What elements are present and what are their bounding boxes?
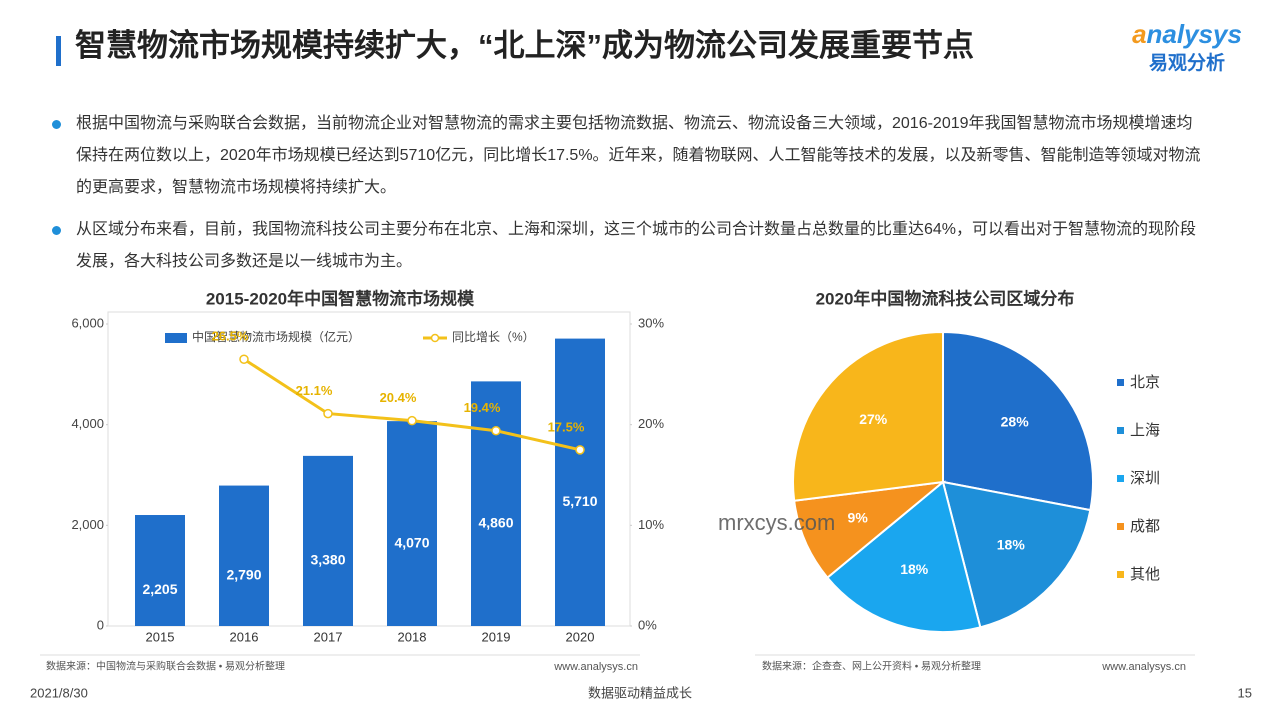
page-number: 15 xyxy=(1238,685,1252,700)
x-tick-label: 2020 xyxy=(566,629,595,644)
y2-tick-label: 0% xyxy=(638,617,657,632)
footer-date: 2021/8/30 xyxy=(30,685,88,700)
data-label: 21.1% xyxy=(296,383,333,398)
legend-label: 中国智慧物流市场规模（亿元） xyxy=(192,329,360,344)
x-tick-label: 2016 xyxy=(230,629,259,644)
x-tick-label: 2015 xyxy=(146,629,175,644)
slide-title: 智慧物流市场规模持续扩大，“北上深”成为物流公司发展重要节点 xyxy=(75,28,974,63)
source-site: www.analysys.cn xyxy=(1101,661,1186,673)
y2-tick-label: 10% xyxy=(638,517,664,532)
source: 数据来源：中国物流与采购联合会数据 • 易观分析整理 xyxy=(46,660,285,673)
x-tick-label: 2019 xyxy=(482,629,511,644)
logo: analysys 易观分析 xyxy=(1122,20,1252,75)
title-accent xyxy=(56,36,61,66)
legend-label: 成都 xyxy=(1130,518,1160,535)
data-label: 28% xyxy=(1001,413,1030,429)
y2-tick-label: 20% xyxy=(638,416,664,431)
legend-swatch xyxy=(1117,427,1124,434)
bar xyxy=(471,381,521,626)
bar xyxy=(303,455,353,626)
source: 数据来源：企查查、网上公开资料 • 易观分析整理 xyxy=(762,660,981,673)
data-label: 2,205 xyxy=(142,581,177,597)
line-point xyxy=(575,445,585,455)
pie-slice xyxy=(793,480,947,580)
line-point xyxy=(407,415,417,426)
y-tick-label: 2,000 xyxy=(71,517,104,532)
legend-label: 深圳 xyxy=(1130,470,1160,487)
legend-label: 北京 xyxy=(1130,374,1160,391)
line-point xyxy=(323,408,333,419)
bullet: 从区域分布来看，目前，我国物流科技公司主要分布在北京、上海和深圳，这三个城市的公… xyxy=(52,214,1202,278)
bar xyxy=(555,338,605,626)
footer-slogan: 数据驱动精益成长 xyxy=(588,685,692,700)
y-tick-label: 0 xyxy=(97,617,104,632)
line-point xyxy=(239,354,249,364)
source-site: www.analysys.cn xyxy=(553,661,638,673)
legend-swatch xyxy=(1117,571,1124,578)
plot-frame xyxy=(107,311,631,627)
legend-swatch xyxy=(1117,379,1124,386)
pie-slice xyxy=(941,480,1092,629)
watermark: mrxcys.com xyxy=(718,510,835,535)
legend-swatch xyxy=(165,333,187,343)
data-label: 26.5% xyxy=(212,329,249,344)
pie-slice xyxy=(942,330,1094,512)
bar xyxy=(135,515,185,626)
bar xyxy=(387,421,437,626)
data-label: 4,070 xyxy=(394,534,429,550)
data-label: 2,790 xyxy=(226,566,261,582)
y-tick-label: 4,000 xyxy=(71,416,104,431)
legend-swatch xyxy=(430,333,440,343)
chart-title: 2015-2020年中国智慧物流市场规模 xyxy=(206,288,475,308)
data-label: 18% xyxy=(997,536,1026,552)
legend-label: 上海 xyxy=(1130,422,1160,439)
pie-slice xyxy=(826,480,982,633)
chart-title: 2020年中国物流科技公司区域分布 xyxy=(816,288,1075,308)
y2-tick-label: 30% xyxy=(638,315,664,330)
legend-label: 同比增长（%） xyxy=(452,330,535,344)
legend-swatch xyxy=(1117,475,1124,482)
bullet: 根据中国物流与采购联合会数据，当前物流企业对智慧物流的需求主要包括物流数据、物流… xyxy=(52,108,1202,204)
bar xyxy=(219,485,269,626)
legend-label: 其他 xyxy=(1130,566,1160,583)
data-label: 5,710 xyxy=(562,493,597,509)
logo-text: nalysys xyxy=(1146,19,1242,49)
legend-swatch xyxy=(1117,523,1124,530)
data-label: 18% xyxy=(900,561,929,577)
y-tick-label: 6,000 xyxy=(71,315,104,330)
x-tick-label: 2018 xyxy=(398,629,427,644)
data-label: 3,380 xyxy=(310,552,345,568)
pie-slice xyxy=(792,330,944,502)
data-label: 20.4% xyxy=(380,390,417,405)
logo-cn: 易观分析 xyxy=(1148,53,1225,74)
logo-mark: a xyxy=(1132,19,1147,49)
data-label: 9% xyxy=(848,510,869,526)
data-label: 4,860 xyxy=(478,514,513,530)
data-label: 17.5% xyxy=(548,419,585,434)
logo-brand: analysys xyxy=(1122,20,1252,48)
data-label: 27% xyxy=(859,411,888,427)
x-tick-label: 2017 xyxy=(314,629,343,644)
data-label: 19.4% xyxy=(464,400,501,415)
line-point xyxy=(491,425,501,436)
